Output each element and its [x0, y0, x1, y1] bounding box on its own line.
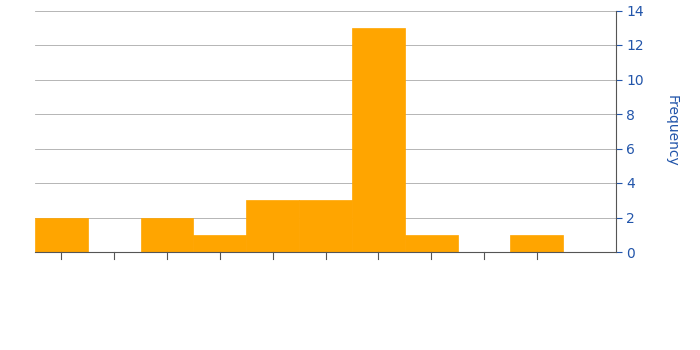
Bar: [35, 217, 88, 252]
Y-axis label: Frequency: Frequency: [665, 95, 679, 167]
Bar: [352, 28, 405, 252]
Bar: [141, 217, 193, 252]
Bar: [510, 235, 564, 252]
Bar: [405, 235, 458, 252]
Bar: [246, 200, 299, 252]
Bar: [299, 200, 352, 252]
Bar: [193, 235, 246, 252]
